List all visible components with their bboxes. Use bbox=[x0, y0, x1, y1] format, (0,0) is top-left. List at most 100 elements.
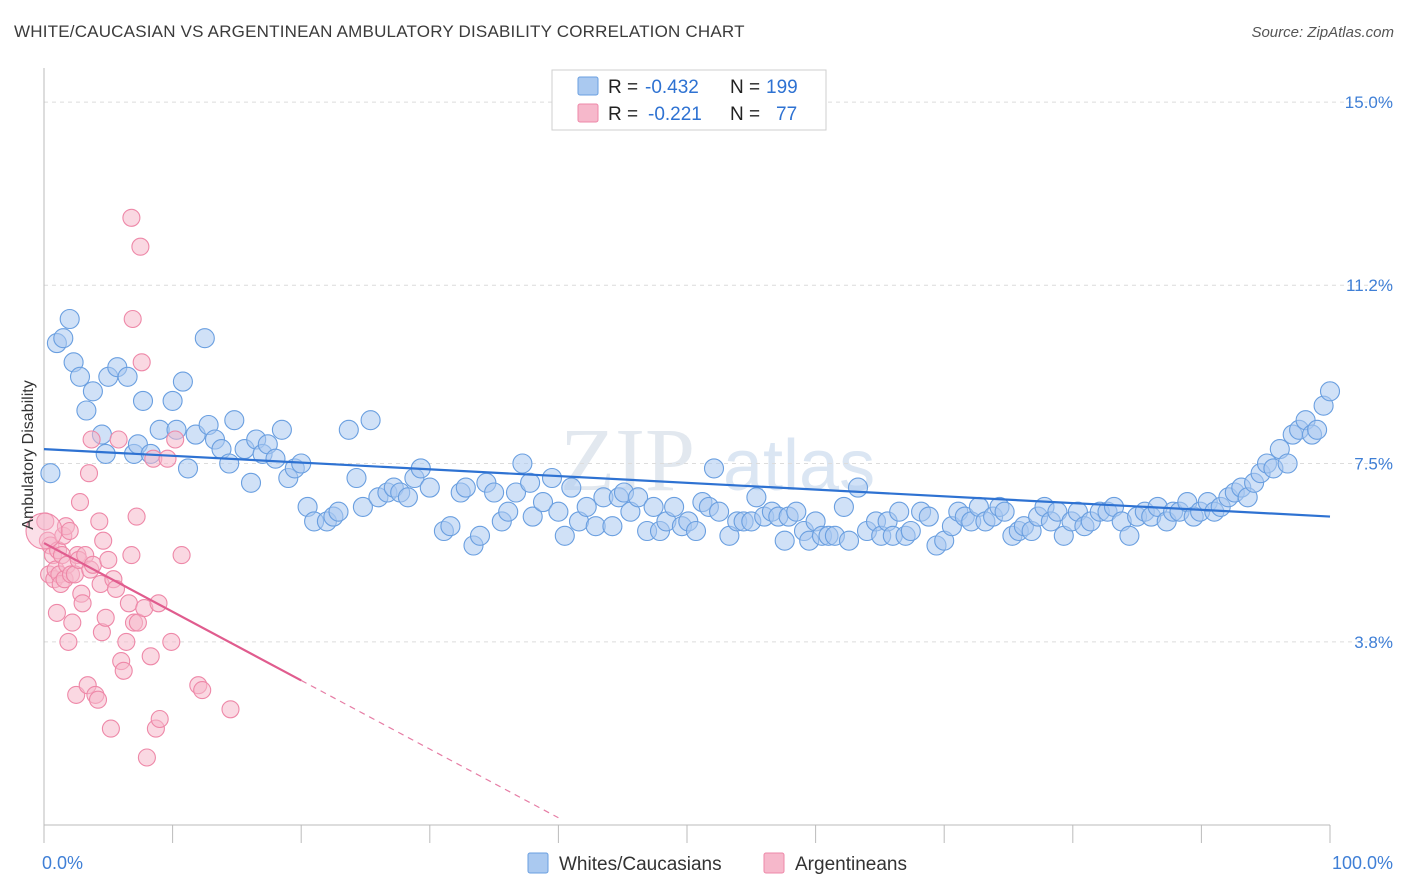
legend-r-value-1: -0.432 bbox=[645, 77, 699, 98]
point-argentineans-57 bbox=[141, 647, 160, 666]
point-argentineans-21 bbox=[67, 685, 86, 704]
point-whites-154 bbox=[1119, 525, 1140, 546]
x-tick-label-1: 100.0% bbox=[1332, 853, 1393, 873]
point-whites-69 bbox=[522, 506, 543, 527]
point-whites-18 bbox=[162, 390, 183, 411]
point-whites-100 bbox=[746, 487, 767, 508]
y-tick-labels: 3.8% 7.5% 11.2% 15.0% bbox=[1345, 93, 1393, 652]
chart-title: WHITE/CAUCASIAN VS ARGENTINEAN AMBULATOR… bbox=[14, 22, 745, 41]
point-argentineans-39 bbox=[96, 608, 115, 627]
point-whites-27 bbox=[219, 453, 240, 474]
point-argentineans-56 bbox=[137, 748, 156, 767]
point-argentineans-31 bbox=[82, 430, 101, 449]
point-whites-70 bbox=[532, 492, 554, 513]
point-whites-106 bbox=[786, 501, 807, 522]
point-argentineans-64 bbox=[166, 430, 185, 449]
point-whites-182 bbox=[1307, 419, 1328, 440]
point-whites-57 bbox=[440, 516, 461, 537]
point-whites-184 bbox=[1319, 381, 1341, 402]
legend-r-label-1: R = bbox=[608, 77, 638, 98]
point-argentineans-7 bbox=[47, 603, 66, 622]
point-whites-15 bbox=[132, 390, 154, 411]
bottom-legend-argentineans: Argentineans bbox=[795, 854, 907, 875]
point-argentineans-46 bbox=[114, 661, 133, 680]
point-whites-17 bbox=[149, 419, 170, 440]
point-argentineans-large bbox=[25, 512, 63, 550]
y-axis-label: Ambulatory Disability bbox=[20, 380, 37, 529]
point-argentineans-41 bbox=[101, 719, 120, 738]
point-argentineans-67 bbox=[172, 546, 191, 565]
point-whites-121 bbox=[889, 501, 910, 522]
point-whites-28 bbox=[224, 410, 245, 431]
point-whites-67 bbox=[512, 453, 533, 474]
trend-line-1 bbox=[43, 542, 302, 682]
x-tick-label-0: 0.0% bbox=[42, 853, 83, 873]
trend-line-dashed-1 bbox=[300, 679, 559, 819]
point-whites-3 bbox=[59, 308, 80, 330]
point-whites-9 bbox=[95, 443, 116, 464]
point-whites-68 bbox=[520, 472, 541, 493]
bottom-legend-whites: Whites/Caucasians bbox=[559, 854, 722, 875]
legend-n-value-2: 77 bbox=[776, 104, 797, 125]
point-whites-2 bbox=[53, 328, 74, 349]
point-whites-83 bbox=[628, 487, 649, 508]
x-tick-labels: 0.0% 100.0% bbox=[42, 853, 1393, 873]
point-whites-71 bbox=[541, 467, 563, 489]
legend-swatch-argentineans bbox=[577, 103, 599, 123]
point-whites-66 bbox=[505, 482, 527, 503]
point-argentineans-40 bbox=[99, 550, 118, 569]
y-tick-label-3: 15.0% bbox=[1345, 93, 1393, 112]
point-argentineans-26 bbox=[73, 594, 92, 613]
point-whites-45 bbox=[346, 467, 367, 489]
point-argentineans-16 bbox=[59, 632, 78, 651]
point-whites-125 bbox=[918, 506, 939, 527]
point-argentineans-38 bbox=[94, 531, 113, 550]
point-whites-74 bbox=[561, 477, 582, 498]
point-argentineans-24 bbox=[70, 493, 90, 512]
point-whites-76 bbox=[576, 496, 597, 517]
point-argentineans-70 bbox=[221, 700, 240, 719]
y-tick-label-2: 11.2% bbox=[1346, 276, 1393, 295]
point-whites-88 bbox=[664, 496, 685, 517]
point-argentineans-49 bbox=[122, 546, 141, 565]
point-argentineans-29 bbox=[79, 464, 99, 483]
legend-n-label-2: N = bbox=[730, 104, 760, 125]
grid bbox=[44, 101, 1392, 643]
point-whites-30 bbox=[240, 472, 262, 493]
point-argentineans-34 bbox=[88, 690, 108, 709]
point-argentineans-63 bbox=[162, 632, 181, 651]
point-whites-115 bbox=[847, 477, 869, 498]
y-tick-label-0: 3.8% bbox=[1354, 633, 1393, 652]
point-argentineans-35 bbox=[90, 512, 109, 531]
point-whites-104 bbox=[774, 530, 795, 551]
point-argentineans-47 bbox=[117, 632, 136, 651]
point-argentineans-53 bbox=[131, 237, 150, 256]
point-whites-63 bbox=[484, 482, 505, 503]
point-argentineans-62 bbox=[158, 449, 177, 468]
point-argentineans-19 bbox=[63, 613, 82, 632]
point-whites-177 bbox=[1277, 453, 1298, 474]
point-whites-21 bbox=[177, 458, 199, 479]
point-whites-123 bbox=[900, 520, 921, 542]
point-whites-23 bbox=[194, 328, 215, 349]
point-whites-91 bbox=[685, 520, 707, 542]
point-whites-136 bbox=[994, 501, 1015, 522]
point-whites-35 bbox=[271, 419, 292, 440]
point-argentineans-48 bbox=[119, 594, 138, 613]
point-whites-47 bbox=[360, 410, 381, 431]
point-whites-46 bbox=[352, 496, 373, 517]
point-whites-59 bbox=[455, 477, 476, 498]
point-whites-94 bbox=[703, 458, 725, 479]
legend-swatch-whites bbox=[577, 76, 599, 96]
bottom-legend: Whites/Caucasians Argentineans bbox=[527, 852, 907, 875]
point-whites-73 bbox=[554, 525, 575, 546]
source-label: Source: ZipAtlas.com bbox=[1251, 24, 1394, 41]
top-legend: R = -0.432 N = 199 R = -0.221 N = 77 bbox=[551, 69, 827, 131]
point-whites-12 bbox=[117, 366, 138, 387]
point-argentineans-51 bbox=[127, 507, 146, 526]
axes bbox=[43, 68, 1331, 843]
point-argentineans-61 bbox=[150, 709, 169, 729]
legend-n-label-1: N = bbox=[730, 77, 760, 98]
point-whites-114 bbox=[838, 530, 860, 551]
